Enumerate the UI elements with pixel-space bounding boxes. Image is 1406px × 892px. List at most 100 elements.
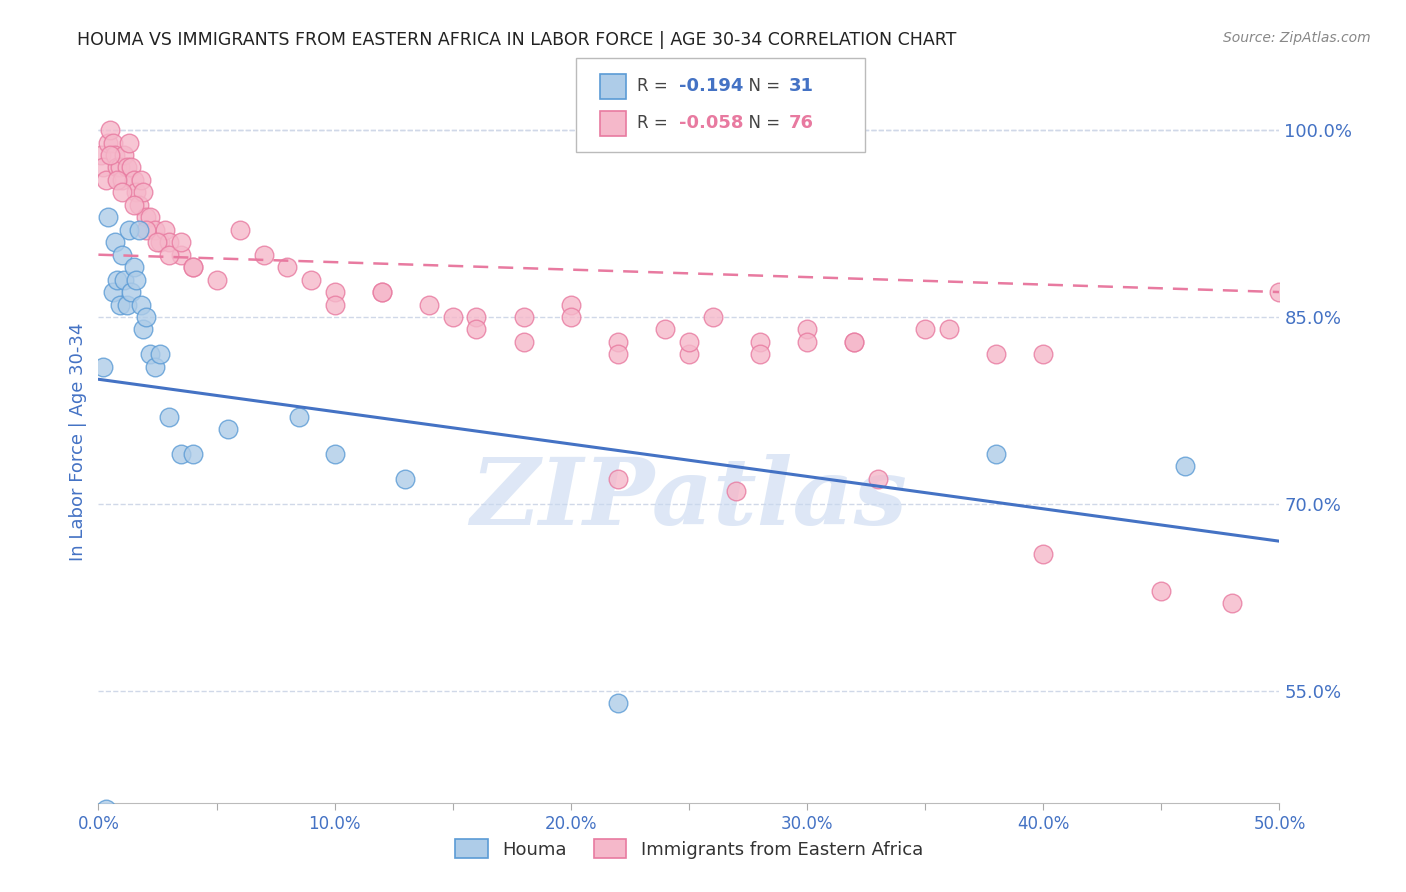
Point: [205, 272, 228, 286]
Point: [157, 409, 180, 424]
Point: [678, 347, 700, 361]
Point: [984, 347, 1007, 361]
Point: [796, 322, 818, 336]
Point: [112, 272, 135, 286]
Point: [1268, 285, 1291, 299]
Point: [111, 248, 134, 262]
Point: [135, 223, 157, 237]
Point: [125, 186, 148, 200]
Point: [253, 248, 276, 262]
Point: [105, 173, 128, 187]
Point: [94, 802, 117, 816]
Point: [129, 173, 152, 187]
Point: [678, 334, 700, 349]
Point: [121, 285, 143, 299]
Point: [157, 248, 180, 262]
Point: [371, 285, 394, 299]
Point: [371, 285, 394, 299]
Point: [115, 161, 138, 175]
Text: N =: N =: [738, 114, 786, 132]
Point: [654, 322, 676, 336]
Point: [441, 310, 464, 324]
Text: R =: R =: [637, 78, 673, 95]
Point: [748, 347, 770, 361]
Point: [153, 223, 176, 237]
Point: [125, 272, 148, 286]
Point: [143, 223, 166, 237]
Point: [108, 297, 131, 311]
Point: [607, 347, 630, 361]
Point: [938, 322, 960, 336]
Point: [111, 186, 134, 200]
Point: [94, 173, 117, 187]
Point: [132, 322, 155, 336]
Point: [91, 359, 114, 374]
Point: [139, 347, 162, 361]
Text: -0.058: -0.058: [679, 114, 744, 132]
Point: [1174, 459, 1197, 474]
Text: 76: 76: [789, 114, 814, 132]
Point: [91, 161, 114, 175]
Text: 31: 31: [789, 78, 814, 95]
Point: [105, 161, 128, 175]
Point: [512, 334, 534, 349]
Point: [181, 447, 204, 461]
Point: [122, 173, 145, 187]
Point: [844, 334, 866, 349]
Point: [118, 223, 141, 237]
Point: [98, 123, 121, 137]
Point: [149, 347, 172, 361]
Point: [122, 198, 145, 212]
Point: [276, 260, 298, 274]
Point: [702, 310, 724, 324]
Point: [796, 334, 818, 349]
Point: [128, 223, 150, 237]
Point: [607, 334, 630, 349]
Point: [914, 322, 936, 336]
Point: [323, 285, 346, 299]
Point: [607, 696, 630, 710]
Point: [229, 223, 252, 237]
Point: [146, 235, 169, 250]
Point: [108, 161, 131, 175]
Y-axis label: In Labor Force | Age 30-34: In Labor Force | Age 30-34: [69, 322, 87, 561]
Text: N =: N =: [738, 78, 786, 95]
Point: [90, 148, 112, 162]
Point: [465, 322, 488, 336]
Point: [607, 472, 630, 486]
Point: [418, 297, 440, 311]
Point: [97, 136, 120, 150]
Point: [725, 484, 748, 499]
Point: [98, 148, 121, 162]
Point: [181, 260, 204, 274]
Text: -0.194: -0.194: [679, 78, 744, 95]
Text: Source: ZipAtlas.com: Source: ZipAtlas.com: [1223, 31, 1371, 45]
Point: [299, 272, 322, 286]
Point: [157, 235, 180, 250]
Point: [129, 297, 152, 311]
Legend: Houma, Immigrants from Eastern Africa: Houma, Immigrants from Eastern Africa: [449, 832, 929, 866]
Point: [394, 472, 416, 486]
Point: [97, 211, 120, 225]
Point: [149, 235, 172, 250]
Point: [465, 310, 488, 324]
Point: [984, 447, 1007, 461]
Point: [101, 136, 124, 150]
Point: [170, 447, 193, 461]
Point: [101, 285, 124, 299]
Point: [143, 359, 166, 374]
Point: [139, 211, 162, 225]
Point: [135, 211, 157, 225]
Text: HOUMA VS IMMIGRANTS FROM EASTERN AFRICA IN LABOR FORCE | AGE 30-34 CORRELATION C: HOUMA VS IMMIGRANTS FROM EASTERN AFRICA …: [77, 31, 956, 49]
Point: [181, 260, 204, 274]
Point: [844, 334, 866, 349]
Point: [105, 272, 128, 286]
Point: [748, 334, 770, 349]
Point: [1150, 584, 1173, 599]
Point: [560, 310, 582, 324]
Point: [104, 235, 127, 250]
Point: [135, 310, 157, 324]
Point: [323, 447, 346, 461]
Point: [1220, 597, 1243, 611]
Point: [104, 148, 127, 162]
